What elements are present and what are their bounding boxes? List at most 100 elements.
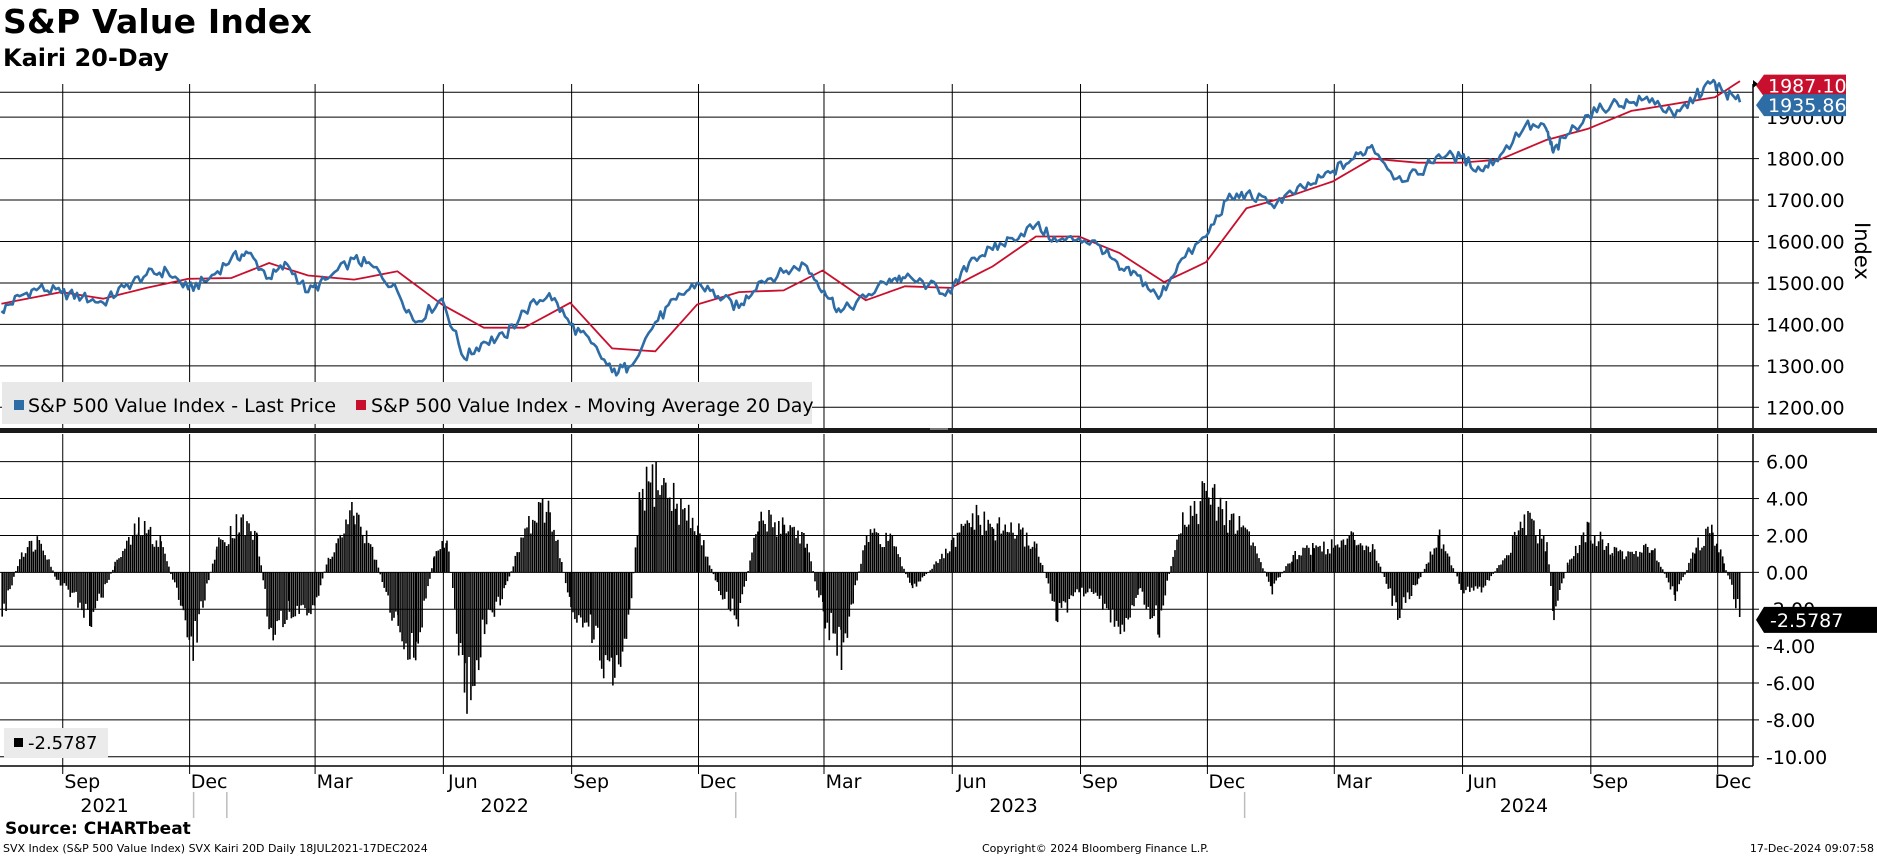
kairi-bar bbox=[776, 536, 778, 573]
kairi-bar bbox=[1484, 572, 1487, 586]
kairi-bar bbox=[1705, 528, 1707, 573]
kairi-bar bbox=[1519, 521, 1522, 573]
kairi-bar bbox=[625, 572, 628, 639]
kairi-bar bbox=[122, 551, 124, 573]
kairi-bar bbox=[1336, 544, 1339, 573]
kairi-bar bbox=[889, 533, 892, 573]
kairi-bar bbox=[501, 572, 503, 600]
kairi-bar bbox=[1452, 568, 1455, 573]
kairi-bar bbox=[1381, 572, 1384, 574]
kairi-bar bbox=[1045, 572, 1048, 579]
kairi-bar bbox=[1537, 543, 1539, 573]
kairi-bar bbox=[1151, 572, 1153, 619]
upper-ytick-label: 1500.00 bbox=[1766, 273, 1845, 295]
kairi-bar bbox=[429, 572, 431, 579]
kairi-bar bbox=[1586, 521, 1589, 573]
kairi-bar bbox=[373, 559, 376, 573]
kairi-bar bbox=[824, 572, 827, 629]
kairi-bar bbox=[1031, 546, 1034, 573]
kairi-bar bbox=[1228, 520, 1231, 573]
kairi-bar bbox=[1490, 572, 1492, 577]
upper-ytick-label: 1800.00 bbox=[1766, 149, 1845, 171]
kairi-bar bbox=[1625, 556, 1627, 573]
kairi-bar bbox=[893, 546, 895, 573]
kairi-bar bbox=[389, 572, 391, 613]
kairi-bar bbox=[996, 523, 999, 573]
kairi-bar bbox=[1208, 497, 1210, 573]
kairi-bar bbox=[1680, 572, 1682, 581]
kairi-bar bbox=[806, 543, 808, 573]
kairi-bar bbox=[1569, 559, 1571, 573]
kairi-bar bbox=[1127, 572, 1129, 620]
kairi-bar bbox=[223, 542, 226, 573]
kairi-bar bbox=[1688, 562, 1690, 573]
kairi-bar bbox=[1559, 572, 1561, 590]
kairi-bar bbox=[699, 533, 701, 573]
kairi-bar bbox=[1094, 572, 1097, 593]
kairi-bar bbox=[1164, 572, 1167, 596]
kairi-bar bbox=[1223, 525, 1226, 573]
kairi-bar bbox=[1553, 572, 1555, 621]
kairi-bar bbox=[377, 567, 380, 573]
kairi-bar bbox=[933, 564, 935, 573]
panel-resize-handle[interactable] bbox=[930, 428, 948, 430]
kairi-bar bbox=[1226, 532, 1229, 573]
kairi-bar bbox=[720, 572, 722, 596]
kairi-bar bbox=[1298, 555, 1300, 573]
kairi-bar bbox=[1472, 572, 1475, 591]
kairi-bar bbox=[85, 572, 87, 604]
kairi-bar bbox=[885, 532, 887, 573]
kairi-bar bbox=[341, 537, 343, 573]
kairi-bar bbox=[1081, 572, 1083, 588]
kairi-bar bbox=[1658, 562, 1660, 573]
kairi-bar bbox=[822, 572, 825, 612]
kairi-bar bbox=[1236, 530, 1239, 573]
kairi-bar bbox=[1162, 572, 1165, 606]
kairi-bar bbox=[604, 572, 607, 656]
kairi-bar bbox=[723, 572, 726, 599]
kairi-bar bbox=[812, 571, 814, 573]
kairi-bar bbox=[312, 572, 314, 606]
kairi-bar bbox=[1527, 511, 1529, 573]
kairi-bar bbox=[1515, 536, 1518, 573]
kairi-bar bbox=[667, 497, 669, 573]
legend-ma20-label: S&P 500 Value Index - Moving Average 20 … bbox=[371, 395, 814, 417]
kairi-bar bbox=[1465, 572, 1467, 591]
kairi-bar bbox=[1631, 551, 1633, 573]
kairi-bar bbox=[1016, 535, 1018, 573]
kairi-bar bbox=[177, 572, 180, 600]
kairi-bar bbox=[1597, 541, 1600, 573]
kairi-bar bbox=[1250, 545, 1252, 573]
kairi-bar bbox=[190, 572, 193, 637]
kairi-bar bbox=[676, 503, 678, 573]
kairi-bar bbox=[1629, 551, 1631, 573]
kairi-bar bbox=[1476, 572, 1479, 589]
kairi-bar bbox=[766, 531, 768, 573]
kairi-bar bbox=[116, 559, 118, 573]
lower-ytick-label: 0.00 bbox=[1766, 562, 1808, 584]
lower-ytick-label: -8.00 bbox=[1766, 710, 1815, 732]
kairi-bar bbox=[640, 499, 642, 573]
ma20-series-line bbox=[1, 80, 1741, 353]
kairi-bar bbox=[1321, 551, 1323, 573]
kairi-bar bbox=[1506, 555, 1508, 573]
kairi-bar bbox=[1458, 572, 1460, 584]
kairi-bar bbox=[1397, 572, 1399, 620]
kairi-bar bbox=[487, 572, 490, 610]
kairi-bar bbox=[1561, 572, 1563, 584]
kairi-bar bbox=[104, 572, 106, 585]
kairi-bar bbox=[419, 572, 421, 633]
kairi-bar bbox=[952, 537, 955, 573]
kairi-bar bbox=[1729, 572, 1731, 580]
kairi-bar bbox=[124, 548, 126, 573]
kairi-bar bbox=[1145, 572, 1148, 610]
kairi-bar bbox=[985, 530, 987, 573]
kairi-bar bbox=[477, 572, 480, 671]
kairi-bar bbox=[1716, 543, 1718, 573]
kairi-bar bbox=[1510, 552, 1512, 573]
kairi-bar bbox=[213, 559, 216, 573]
lower-ytick-label: -10.00 bbox=[1766, 747, 1827, 769]
kairi-bar bbox=[242, 514, 244, 573]
kairi-bar bbox=[1448, 556, 1451, 573]
kairi-bar bbox=[774, 522, 776, 573]
